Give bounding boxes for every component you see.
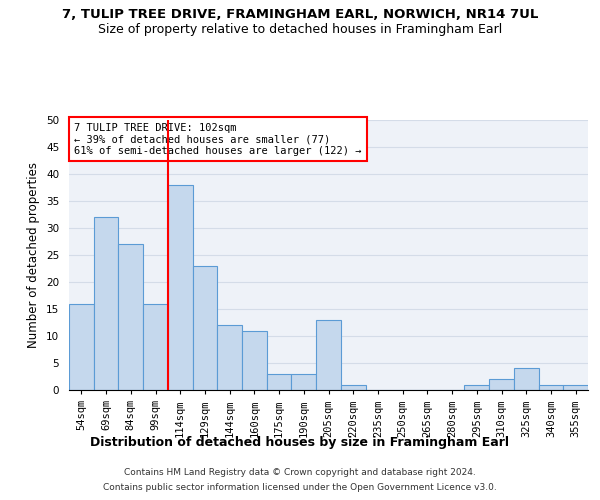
Bar — [69, 304, 94, 390]
Bar — [563, 384, 588, 390]
Bar — [168, 185, 193, 390]
Text: Size of property relative to detached houses in Framingham Earl: Size of property relative to detached ho… — [98, 22, 502, 36]
Bar — [217, 325, 242, 390]
Text: 7 TULIP TREE DRIVE: 102sqm
← 39% of detached houses are smaller (77)
61% of semi: 7 TULIP TREE DRIVE: 102sqm ← 39% of deta… — [74, 122, 362, 156]
Bar — [539, 384, 563, 390]
Text: 7, TULIP TREE DRIVE, FRAMINGHAM EARL, NORWICH, NR14 7UL: 7, TULIP TREE DRIVE, FRAMINGHAM EARL, NO… — [62, 8, 538, 20]
Bar — [464, 384, 489, 390]
Bar — [267, 374, 292, 390]
Bar — [341, 384, 365, 390]
Y-axis label: Number of detached properties: Number of detached properties — [28, 162, 40, 348]
Text: Contains public sector information licensed under the Open Government Licence v3: Contains public sector information licen… — [103, 483, 497, 492]
Bar — [242, 330, 267, 390]
Text: Contains HM Land Registry data © Crown copyright and database right 2024.: Contains HM Land Registry data © Crown c… — [124, 468, 476, 477]
Bar — [118, 244, 143, 390]
Bar — [94, 217, 118, 390]
Bar — [193, 266, 217, 390]
Bar — [143, 304, 168, 390]
Text: Distribution of detached houses by size in Framingham Earl: Distribution of detached houses by size … — [91, 436, 509, 449]
Bar — [292, 374, 316, 390]
Bar — [316, 320, 341, 390]
Bar — [489, 379, 514, 390]
Bar — [514, 368, 539, 390]
